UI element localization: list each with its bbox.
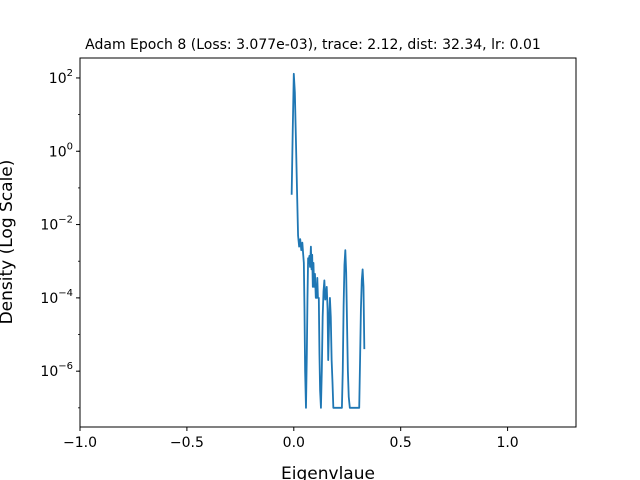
- x-axis-label: Eigenvlaue: [281, 464, 375, 480]
- x-tick-label: −1.0: [63, 435, 97, 451]
- series-line-0: [290, 72, 366, 409]
- axes-frame: [79, 57, 577, 428]
- chart-title: Adam Epoch 8 (Loss: 3.077e-03), trace: 2…: [85, 37, 541, 53]
- x-axis: −1.0 −0.5 0.0 0.5 1.0: [63, 427, 519, 451]
- x-tick-label: 1.0: [496, 435, 518, 451]
- y-tick-label: 10−6: [40, 361, 73, 380]
- x-tick-label: −0.5: [170, 435, 204, 451]
- plot-area: [79, 57, 577, 428]
- x-tick-label: 0.0: [283, 435, 305, 451]
- data-layer: [290, 72, 366, 409]
- y-tick-label: 102: [49, 68, 73, 87]
- y-tick-label: 10−4: [40, 288, 73, 307]
- y-tick-label: 100: [49, 141, 73, 160]
- x-tick-label: 0.5: [390, 435, 412, 451]
- y-axis-label: Density (Log Scale): [0, 160, 17, 325]
- y-tick-label: 10−2: [40, 215, 73, 234]
- y-axis: 102 100 10−2 10−4 10−6: [40, 68, 80, 409]
